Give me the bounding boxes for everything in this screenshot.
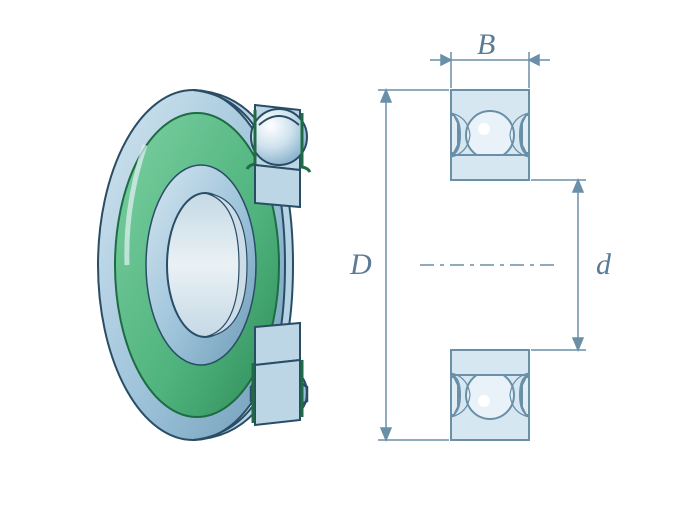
section-bottom [451, 350, 529, 440]
label-width: B [477, 28, 495, 62]
label-inner-diameter: d [596, 248, 611, 282]
section-ball-top [466, 111, 514, 159]
dimension-d [531, 180, 586, 350]
dimension-D [378, 90, 449, 440]
label-outer-diameter: D [350, 248, 372, 282]
diagram-container: D d B [0, 0, 677, 507]
bearing-section-view [0, 0, 677, 507]
section-ball-bottom [466, 371, 514, 419]
section-top [451, 90, 529, 180]
